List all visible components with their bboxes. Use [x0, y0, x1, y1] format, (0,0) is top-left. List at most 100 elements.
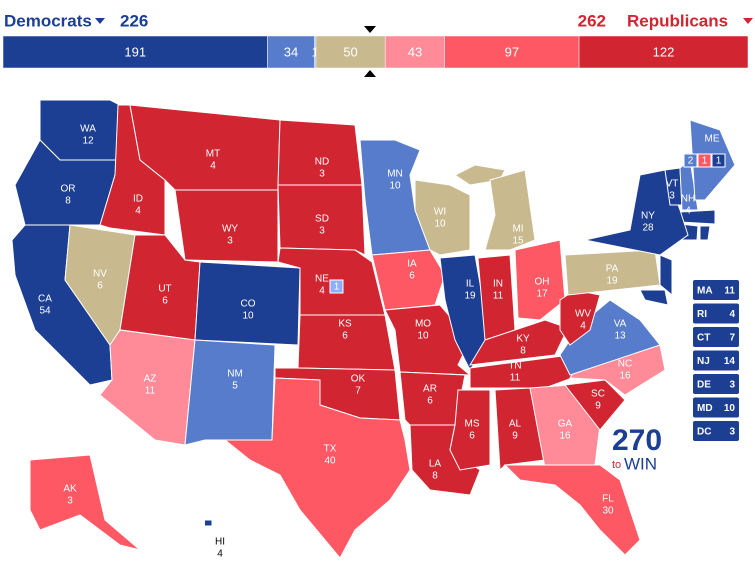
dem-label[interactable]: Democrats [4, 11, 92, 30]
state-abbr: PA [606, 264, 619, 275]
small-state-abbr: CT [697, 333, 710, 344]
state-abbr: ME [705, 134, 720, 145]
state-abbr: IA [407, 259, 417, 270]
state-abbr: WI [434, 207, 446, 218]
state-abbr: NM [227, 369, 243, 380]
state-abbr: LA [429, 459, 442, 470]
small-state-abbr: NJ [697, 356, 710, 367]
small-state-box [693, 327, 739, 347]
dem-caret[interactable] [95, 18, 105, 24]
rep-total: 262 [578, 11, 606, 30]
state-abbr: NV [93, 269, 107, 280]
bar-label: 1 [312, 44, 319, 59]
state-abbr: NC [618, 359, 632, 370]
state-votes: 8 [520, 346, 526, 357]
small-state-box [693, 280, 739, 300]
small-state-votes: 10 [724, 403, 736, 414]
bar-segment [267, 35, 315, 69]
small-state-votes: 7 [729, 333, 735, 344]
state-abbr: KS [338, 319, 352, 330]
rep-caret[interactable] [743, 18, 753, 24]
state-votes: 4 [580, 321, 586, 332]
district-box [329, 279, 344, 294]
state-votes: 30 [602, 506, 614, 517]
state-votes: 10 [417, 331, 429, 342]
state-votes: 6 [469, 431, 475, 442]
state-shape [564, 249, 661, 296]
small-state-box [693, 421, 739, 441]
state-abbr: AR [423, 384, 437, 395]
logo-number: 270 [612, 424, 662, 457]
bar-segment [578, 35, 749, 69]
state-votes: 6 [409, 271, 415, 282]
state-votes: 4 [685, 206, 691, 217]
state-shape [277, 184, 366, 256]
state-abbr: WA [80, 124, 96, 135]
state-votes: 3 [67, 496, 73, 507]
small-state-box [693, 374, 739, 394]
state-shape [184, 339, 276, 446]
small-state-box [693, 350, 739, 371]
state-shape [414, 179, 471, 256]
state-votes: 4 [319, 286, 325, 297]
bar-label: 191 [124, 44, 146, 59]
state-abbr: CO [241, 299, 256, 310]
district-votes: 1 [334, 282, 340, 293]
small-state-votes: 4 [729, 309, 735, 320]
state-votes: 16 [619, 371, 631, 382]
state-votes: 19 [606, 276, 618, 287]
state-shape [469, 354, 581, 389]
state-votes: 3 [319, 169, 325, 180]
small-state-abbr: MA [697, 286, 713, 297]
district-votes: 2 [688, 156, 694, 167]
bar-segment [315, 35, 386, 69]
state-abbr: UT [158, 284, 171, 295]
state-votes: 19 [464, 291, 476, 302]
small-state-shape [639, 289, 669, 306]
district-box [711, 153, 726, 168]
small-state-votes: 3 [729, 427, 735, 438]
rep-label[interactable]: Republicans [627, 11, 728, 30]
state-votes: 7 [355, 386, 361, 397]
state-abbr: AL [509, 419, 522, 430]
small-state-shape [699, 225, 711, 241]
logo-to: to [612, 459, 621, 471]
state-shape [205, 519, 213, 527]
state-abbr: SD [315, 214, 329, 225]
state-abbr: MI [512, 224, 523, 235]
state-abbr: KY [516, 334, 530, 345]
state-abbr: WV [575, 309, 591, 320]
state-shape [494, 387, 546, 472]
state-votes: 8 [432, 471, 438, 482]
state-shape [29, 454, 141, 551]
logo-win: WIN [624, 454, 657, 473]
state-shape [384, 304, 472, 376]
bar-label: 34 [284, 44, 298, 59]
state-votes: 4 [210, 161, 216, 172]
bar-segment [384, 35, 445, 69]
small-state-shape [659, 254, 673, 297]
small-state-abbr: DE [697, 380, 711, 391]
state-votes: 9 [512, 431, 518, 442]
majority-marker-top [364, 26, 376, 33]
state-abbr: HI [215, 537, 225, 548]
state-shape [371, 249, 446, 311]
state-votes: 15 [512, 236, 524, 247]
state-votes: 10 [242, 311, 254, 322]
state-abbr: ND [315, 157, 329, 168]
district-box [697, 153, 712, 168]
state-abbr: CA [38, 294, 52, 305]
small-state-box [693, 303, 739, 324]
bar-label: 97 [505, 44, 519, 59]
state-votes: 6 [342, 331, 348, 342]
small-state-box [693, 397, 739, 418]
state-votes: 10 [389, 181, 401, 192]
state-abbr: OR [61, 184, 76, 195]
state-votes: 11 [493, 291, 504, 302]
state-votes: 3 [319, 226, 325, 237]
state-shape [564, 379, 626, 431]
state-votes: 4 [135, 206, 141, 217]
